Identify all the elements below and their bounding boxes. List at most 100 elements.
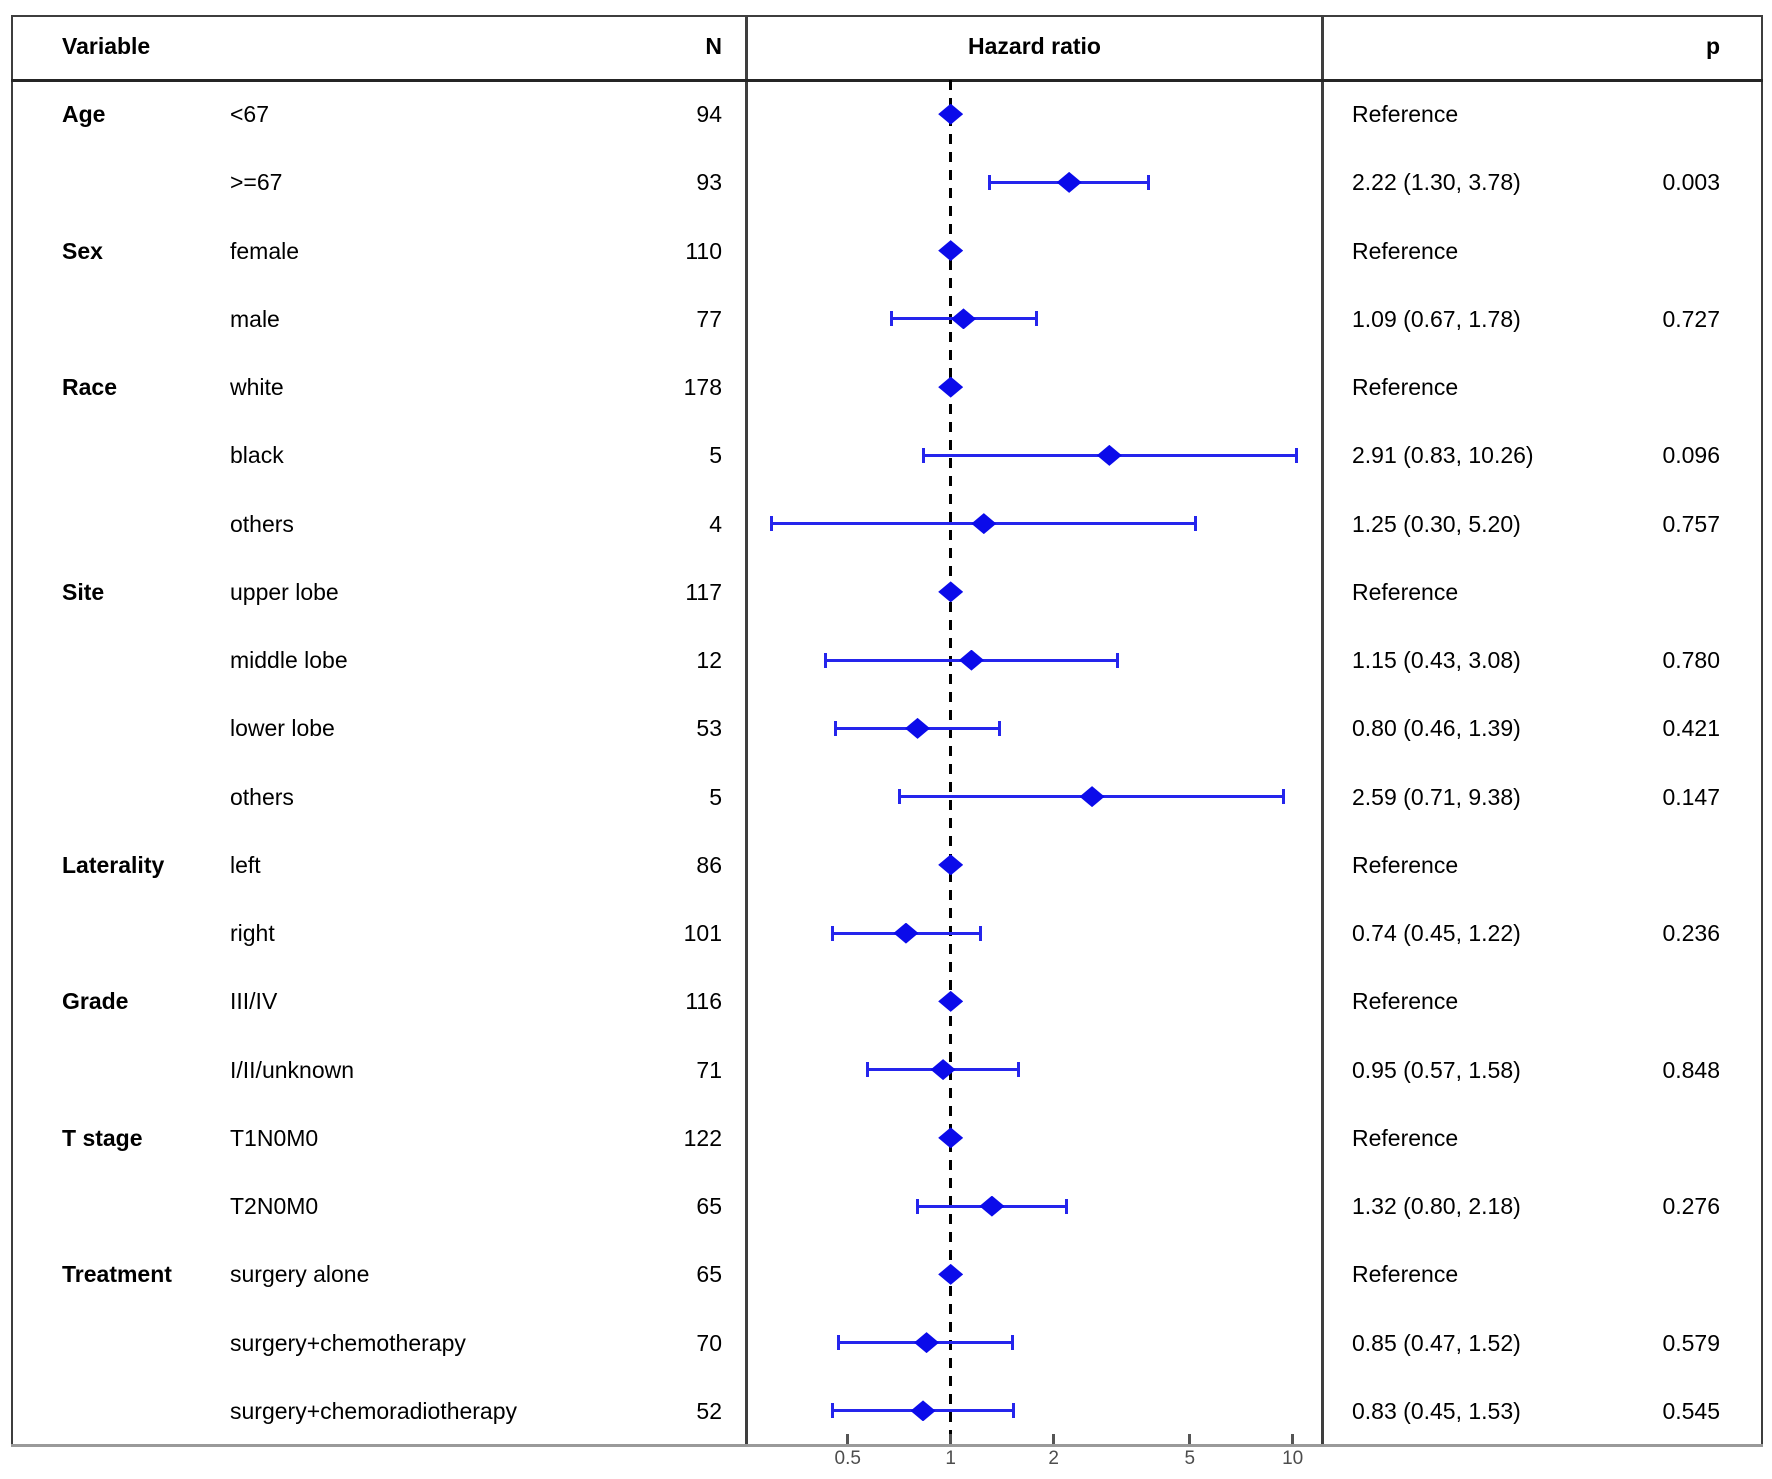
row-hr-text: Reference xyxy=(1352,988,1459,1015)
row-group-label: Sex xyxy=(62,237,103,264)
hr-diamond xyxy=(938,376,964,398)
row-level-label: T1N0M0 xyxy=(230,1124,319,1151)
divider-left-panel xyxy=(745,15,748,1445)
row-hr-text: 0.95 (0.57, 1.58) xyxy=(1352,1056,1521,1083)
hr-diamond xyxy=(914,1332,940,1354)
hr-diamond xyxy=(1079,786,1105,808)
row-level-label: female xyxy=(230,237,300,264)
hr-diamond xyxy=(979,1195,1005,1217)
row-level-label: <67 xyxy=(230,101,270,127)
row-level-label: others xyxy=(230,783,294,810)
figure-outer-border xyxy=(11,15,1763,1446)
row-hr-text: 0.80 (0.46, 1.39) xyxy=(1352,715,1521,742)
ci-cap-low xyxy=(833,720,837,736)
row-hr-text: 1.25 (0.30, 5.20) xyxy=(1352,510,1521,537)
ci-cap-high xyxy=(1146,174,1150,190)
row-n-value: 4 xyxy=(709,510,722,537)
row-n-value: 94 xyxy=(696,101,722,127)
row-p-value: 0.545 xyxy=(1662,1397,1720,1424)
row-hr-text: 2.91 (0.83, 10.26) xyxy=(1352,442,1534,469)
row-group-label: Laterality xyxy=(62,851,165,878)
ci-cap-low xyxy=(889,311,893,327)
row-n-value: 71 xyxy=(696,1056,722,1083)
row-n-value: 110 xyxy=(685,237,722,264)
row-level-label: surgery+chemoradiotherapy xyxy=(230,1397,518,1424)
row-level-label: middle lobe xyxy=(230,647,348,673)
ci-cap-high xyxy=(1012,1403,1016,1419)
row-group-label: Grade xyxy=(62,988,129,1015)
row-group-label: Site xyxy=(62,578,105,605)
x-axis-tick xyxy=(1052,1434,1056,1445)
row-hr-text: Reference xyxy=(1352,374,1459,400)
row-n-value: 122 xyxy=(683,1124,722,1151)
row-group-label: Race xyxy=(62,374,117,400)
hr-diamond xyxy=(971,513,997,535)
row-hr-text: 1.09 (0.67, 1.78) xyxy=(1352,305,1521,332)
hr-diamond xyxy=(938,990,964,1012)
row-p-value: 0.757 xyxy=(1662,510,1720,537)
x-axis-tick-label: 1 xyxy=(945,1448,956,1469)
col-header-p: p xyxy=(1705,33,1720,59)
hr-diamond xyxy=(938,854,964,876)
row-group-label: T stage xyxy=(62,1124,143,1151)
row-hr-text: Reference xyxy=(1352,1124,1459,1151)
row-level-label: III/IV xyxy=(230,988,278,1015)
row-hr-text: 1.15 (0.43, 3.08) xyxy=(1352,647,1521,673)
col-header-variable: Variable xyxy=(62,33,151,59)
hr-diamond xyxy=(938,103,964,125)
hr-diamond xyxy=(938,581,964,603)
row-hr-text: 0.85 (0.47, 1.52) xyxy=(1352,1329,1521,1356)
row-level-label: white xyxy=(230,374,284,400)
hr-diamond xyxy=(910,1400,936,1422)
row-hr-text: 1.32 (0.80, 2.18) xyxy=(1352,1193,1521,1219)
row-level-label: >=67 xyxy=(230,169,283,196)
row-hr-text: Reference xyxy=(1352,578,1459,605)
row-p-value: 0.780 xyxy=(1662,647,1720,673)
hr-diamond xyxy=(958,649,984,671)
row-n-value: 101 xyxy=(683,920,722,946)
x-axis-tick-label: 0.5 xyxy=(834,1448,861,1469)
row-level-label: I/II/unknown xyxy=(230,1056,355,1083)
ci-cap-low xyxy=(830,1403,834,1419)
ci-cap-high xyxy=(978,925,982,941)
row-p-value: 0.096 xyxy=(1662,442,1720,469)
ci-cap-low xyxy=(823,652,827,668)
ci-cap-low xyxy=(865,1062,869,1078)
row-level-label: surgery+chemotherapy xyxy=(230,1329,466,1356)
row-n-value: 86 xyxy=(696,851,722,878)
row-n-value: 12 xyxy=(696,647,722,673)
x-axis-tick-label: 10 xyxy=(1282,1448,1304,1469)
hr-diamond xyxy=(930,1059,956,1081)
row-level-label: right xyxy=(230,920,275,946)
row-n-value: 70 xyxy=(696,1329,722,1356)
ci-cap-high xyxy=(1064,1198,1068,1214)
hr-diamond xyxy=(1056,171,1082,193)
row-p-value: 0.848 xyxy=(1662,1056,1720,1083)
col-header-n: N xyxy=(705,33,722,59)
row-group-label: Age xyxy=(62,101,106,127)
ci-cap-low xyxy=(916,1198,920,1214)
row-n-value: 117 xyxy=(685,578,722,605)
row-level-label: male xyxy=(230,305,280,332)
hr-diamond xyxy=(905,717,931,739)
ci-cap-high xyxy=(1017,1062,1021,1078)
row-p-value: 0.579 xyxy=(1662,1329,1720,1356)
ci-cap-high xyxy=(1295,447,1298,463)
row-p-value: 0.147 xyxy=(1662,783,1720,810)
ci-cap-low xyxy=(830,925,834,941)
row-level-label: lower lobe xyxy=(230,715,335,742)
row-n-value: 178 xyxy=(683,374,722,400)
row-n-value: 93 xyxy=(696,169,722,196)
x-axis-tick xyxy=(846,1434,850,1445)
x-axis-tick xyxy=(1291,1434,1295,1445)
row-n-value: 77 xyxy=(696,305,722,332)
row-hr-text: 0.83 (0.45, 1.53) xyxy=(1352,1397,1521,1424)
ci-cap-low xyxy=(770,516,774,532)
row-level-label: upper lobe xyxy=(230,578,339,605)
row-p-value: 0.421 xyxy=(1662,715,1720,742)
ci-cap-high xyxy=(1281,789,1285,805)
hr-diamond xyxy=(893,922,919,944)
divider-right-panel xyxy=(1321,15,1324,1445)
reference-line-hr1 xyxy=(949,80,953,1444)
